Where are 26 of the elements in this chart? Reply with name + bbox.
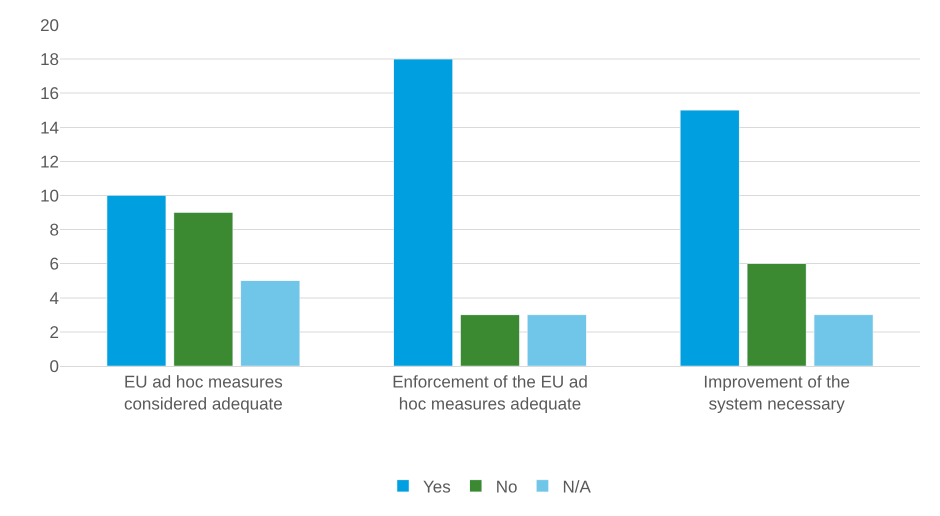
y-tick-label: 2 — [50, 322, 59, 342]
bar — [746, 263, 806, 366]
bar — [680, 110, 740, 366]
legend-label: Yes — [423, 477, 451, 496]
bar — [240, 280, 300, 366]
x-tick-label: Enforcement of the EU ad hoc measures adequate — [392, 372, 588, 414]
y-tick-label: 12 — [40, 152, 59, 172]
y-tick-label: 10 — [40, 186, 59, 206]
bar — [106, 195, 166, 366]
bar — [393, 58, 453, 366]
legend-label: N/A — [562, 477, 592, 496]
y-tick-label: 20 — [40, 16, 59, 35]
y-tick-label: 4 — [50, 288, 59, 308]
bar — [174, 212, 234, 366]
x-tick-label: Improvement of the system necessary — [703, 372, 850, 414]
y-tick-label: 6 — [50, 254, 59, 274]
y-tick-label: 0 — [50, 356, 59, 376]
y-tick-label: 18 — [40, 50, 59, 70]
bar — [527, 314, 587, 366]
x-tick-label: EU ad hoc measures considered adequate — [124, 372, 283, 414]
bar — [460, 314, 520, 366]
y-tick-label: 14 — [40, 118, 59, 138]
y-tick-label: 16 — [40, 84, 59, 104]
y-tick-label: 8 — [50, 220, 59, 240]
legend-label: No — [496, 477, 518, 496]
bar — [814, 314, 874, 366]
